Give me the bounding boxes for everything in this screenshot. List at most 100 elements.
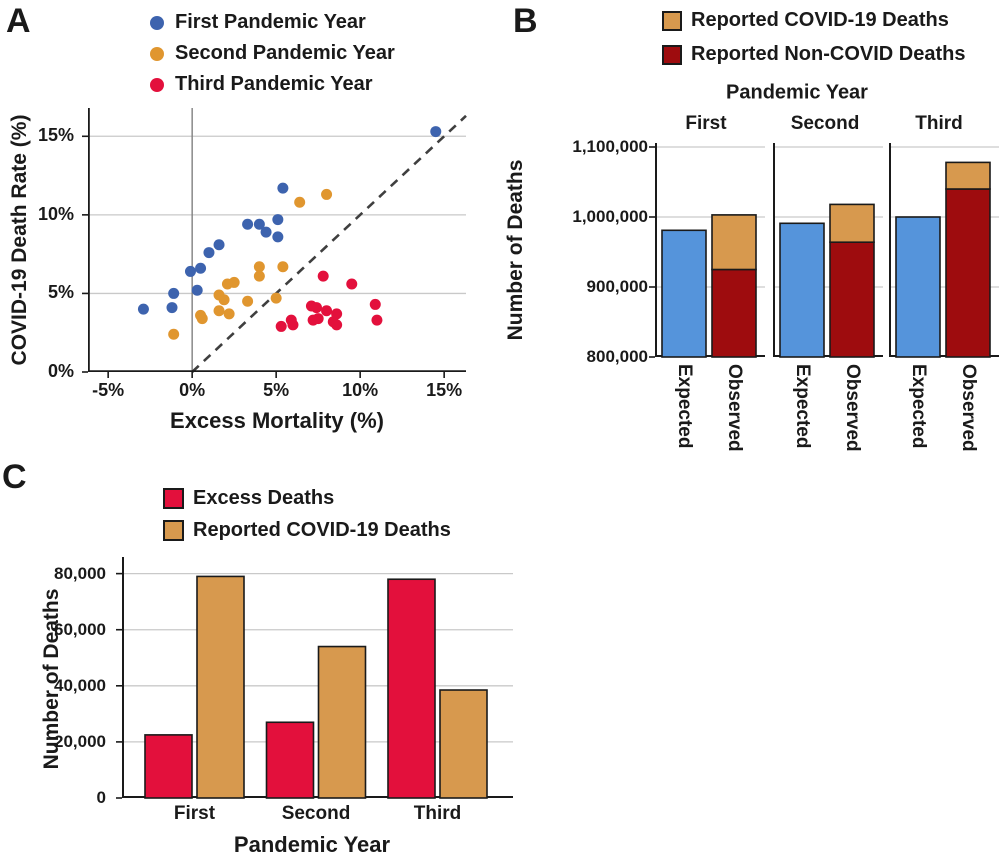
reported-covid-bar-first (196, 575, 245, 799)
legend-label-second-year: Second Pandemic Year (175, 42, 395, 64)
legend-item-excess-deaths: Excess Deaths (163, 487, 451, 510)
reported-covid-bar-second (317, 645, 367, 799)
reported-covid-bar-third (439, 689, 488, 799)
legend-label-first-year: First Pandemic Year (175, 11, 366, 33)
scatter-point (270, 292, 282, 304)
scatter-point (168, 328, 180, 340)
scatter-point (277, 182, 289, 194)
reported-covid-swatch-icon (163, 520, 184, 541)
bar-category-label-expected: Expected (674, 364, 695, 449)
scatter-point (287, 319, 299, 331)
y-tick-label: 20,000 (54, 731, 106, 751)
scatter-plot-area (82, 108, 467, 378)
y-tick-label: 80,000 (54, 563, 106, 583)
y-tick-label: 60,000 (54, 619, 106, 639)
legend-label-third-year: Third Pandemic Year (175, 73, 373, 95)
scatter-point (166, 302, 178, 314)
x-tick-label: 0% (179, 380, 206, 400)
panel-b-group-label-third: Third (915, 113, 963, 134)
scatter-point (184, 265, 196, 277)
scatter-plot-excess-vs-covid (80, 104, 474, 386)
scatter-point (242, 218, 254, 230)
scatter-point (317, 270, 329, 282)
panel-b-y-axis-title: Number of Deaths (504, 159, 527, 341)
scatter-point (191, 284, 203, 296)
legend-item-reported-covid-deaths: Reported COVID-19 Deaths (163, 519, 451, 542)
bar-category-label-observed: Observed (724, 364, 745, 452)
scatter-point (253, 270, 265, 282)
x-tick-label: 5% (263, 380, 290, 400)
scatter-point (195, 262, 207, 274)
panel-b-group-label-second: Second (790, 113, 860, 134)
grouped-bar-canvas (116, 557, 513, 799)
legend-label-noncovid-deaths: Reported Non-COVID Deaths (691, 43, 966, 65)
bar-subpanel-third (889, 143, 999, 358)
y-tick-label: 900,000 (586, 277, 648, 296)
scatter-point (321, 188, 333, 200)
covid-deaths-swatch-icon (662, 10, 682, 31)
identity-dashed-line (191, 114, 467, 373)
y-tick-label: 800,000 (586, 347, 648, 366)
observed-covid-bar-first (711, 214, 757, 271)
scatter-point (242, 295, 254, 307)
legend-item-first-year: First Pandemic Year (150, 11, 395, 34)
legend-label-reported-covid-deaths: Reported COVID-19 Deaths (193, 519, 451, 541)
legend-item-noncovid-deaths: Reported Non-COVID Deaths (662, 43, 965, 66)
scatter-point (137, 303, 149, 315)
y-tick-label: 40,000 (54, 675, 106, 695)
excess-deaths-bar-third (387, 578, 436, 799)
legend-label-excess-deaths: Excess Deaths (193, 487, 335, 509)
scatter-point (346, 278, 358, 290)
scatter-point (253, 218, 265, 230)
panel-b-group-label-first: First (685, 113, 727, 134)
scatter-point (369, 298, 381, 310)
bar-subpanel-second (773, 143, 883, 358)
excess-deaths-swatch-icon (163, 488, 184, 509)
noncovid-deaths-swatch-icon (662, 44, 682, 65)
expected-bar-first (661, 229, 707, 358)
scatter-point (272, 231, 284, 243)
panel-c-legend: Excess Deaths Reported COVID-19 Deaths (163, 487, 451, 550)
legend-label-covid-deaths: Reported COVID-19 Deaths (691, 9, 949, 31)
observed-covid-bar-third (945, 161, 991, 190)
bar-category-label-observed: Observed (842, 364, 863, 452)
panel-a-y-axis-title: COVID-19 Death Rate (%) (8, 114, 31, 366)
panel-b-letter: B (513, 2, 538, 40)
second-year-dot-icon (150, 46, 164, 61)
scatter-point (260, 226, 272, 238)
expected-bar-second (779, 222, 825, 358)
observed-noncovid-bar-first (711, 268, 757, 358)
bar-subpanel-first (649, 143, 765, 358)
excess-vs-reported-bar-chart (114, 557, 513, 804)
bar-category-label-expected: Expected (908, 364, 929, 449)
x-category-label: Third (413, 803, 462, 824)
panel-c-x-axis-title: Pandemic Year (233, 832, 391, 857)
legend-item-second-year: Second Pandemic Year (150, 42, 395, 65)
scatter-point (221, 278, 233, 290)
scatter-point (196, 313, 208, 325)
scatter-point (218, 294, 230, 306)
observed-noncovid-bar-second (829, 241, 875, 358)
bar-category-label-observed: Observed (958, 364, 979, 452)
y-tick-label: 1,100,000 (572, 137, 648, 156)
bar-category-label-expected: Expected (792, 364, 813, 449)
scatter-point (272, 214, 284, 226)
y-tick-label: 5% (47, 282, 74, 303)
first-year-dot-icon (150, 15, 164, 30)
scatter-point (371, 314, 383, 326)
excess-deaths-bar-second (265, 721, 315, 799)
scatter-point (253, 261, 265, 273)
third-year-dot-icon (150, 77, 164, 92)
x-category-label: First (173, 803, 216, 824)
legend-item-third-year: Third Pandemic Year (150, 73, 395, 96)
scatter-point (277, 261, 289, 273)
x-tick-label: 15% (426, 380, 463, 400)
expected-bar-third (895, 216, 941, 358)
scatter-point (223, 308, 235, 320)
scatter-point (331, 319, 343, 331)
observed-covid-bar-second (829, 203, 875, 244)
y-tick-label: 0 (96, 788, 106, 807)
scatter-point (203, 247, 215, 259)
scatter-point (213, 239, 225, 251)
